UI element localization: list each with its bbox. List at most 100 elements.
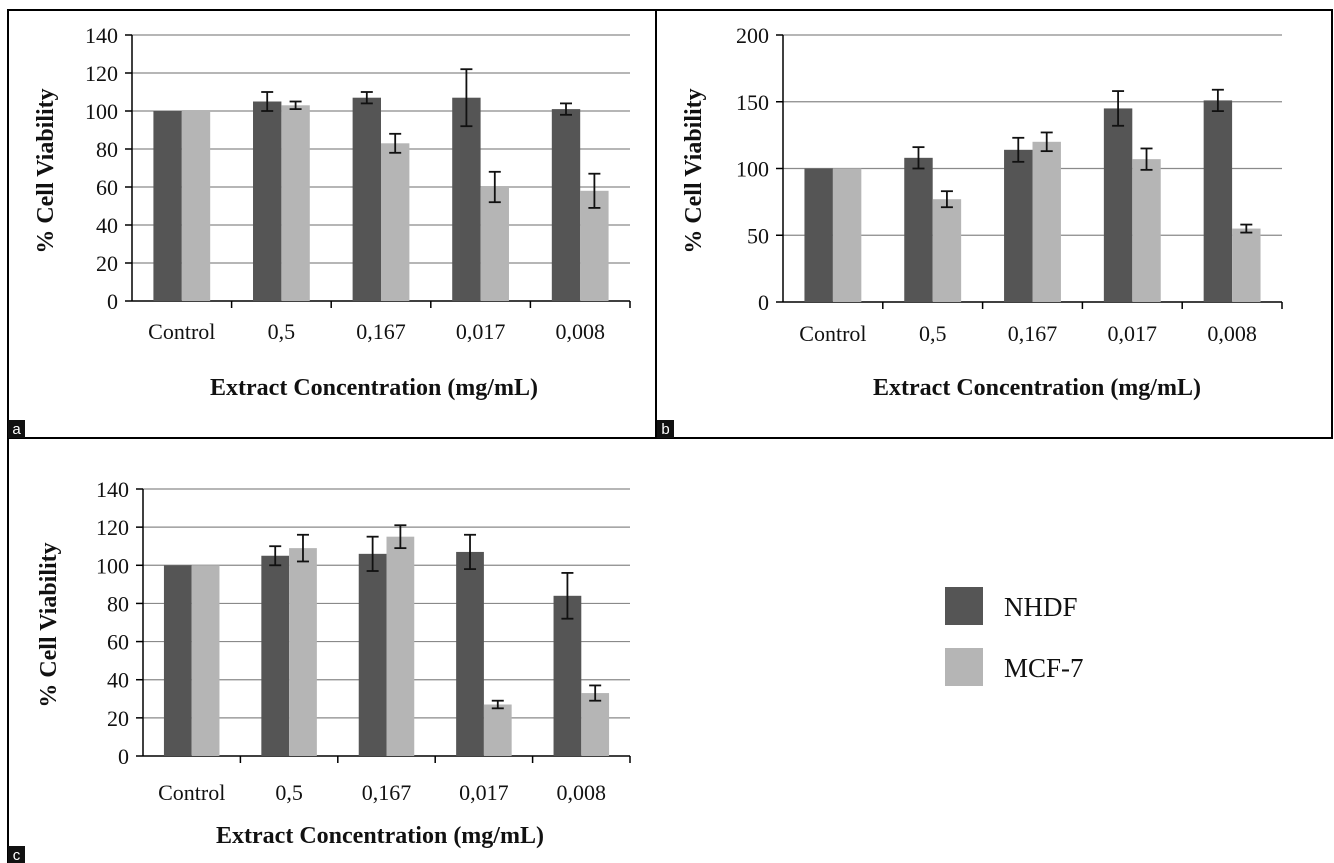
- chart-c-errorbar-mcf7: [491, 699, 504, 710]
- panel-frames: [7, 9, 1333, 863]
- chart-c: 0 20 40 60 80 100 120 140 Control 0,5 0,167 0,017 0,…: [96, 477, 631, 805]
- chart-b-xtick-label: 0,167: [1008, 321, 1058, 346]
- chart-a-xlabel: Extract Concentration (mg/mL): [210, 375, 538, 401]
- chart-c-xtick-label: Control: [158, 780, 225, 805]
- chart-a-errorbar-nhdf: [560, 102, 573, 116]
- legend: NHDF MCF-7: [945, 587, 1084, 686]
- legend-label-mcf7: MCF-7: [1004, 653, 1084, 683]
- chart-a-ytick-label: 20: [96, 251, 118, 276]
- chart-b-ytick-label: 50: [747, 223, 769, 248]
- chart-a-ytick-label: 100: [85, 99, 118, 124]
- chart-c-xtick-label: 0,5: [275, 780, 303, 805]
- chart-b-errorbar-nhdf: [1012, 136, 1025, 163]
- chart-c-errorbar-nhdf: [561, 572, 574, 620]
- chart-b-errorbar-mcf7: [940, 190, 953, 209]
- chart-c-xtick-label: 0,167: [362, 780, 412, 805]
- chart-c-bar-mcf7: [191, 565, 220, 756]
- chart-b-bar-mcf7: [1232, 228, 1261, 302]
- chart-c-bar-nhdf: [163, 565, 192, 756]
- chart-b-ytick-label: 200: [736, 23, 769, 48]
- chart-b-errorbar-nhdf: [1211, 88, 1224, 112]
- chart-b-bar-mcf7: [932, 199, 962, 302]
- chart-a-ytick-label: 120: [85, 61, 118, 86]
- chart-c-ylabel: % Cell Viability: [36, 542, 62, 707]
- chart-a-ylabel: % Cell Viability: [33, 88, 59, 253]
- chart-a-bar-nhdf: [153, 111, 182, 301]
- chart-a-errorbar-nhdf: [261, 91, 274, 112]
- chart-c-errorbar-mcf7: [589, 684, 602, 702]
- chart-a-bar-mcf7: [381, 143, 410, 301]
- panel-b-frame: [655, 9, 1333, 439]
- chart-b-errorbar-mcf7: [1240, 223, 1253, 234]
- chart-c-bar-mcf7: [289, 548, 317, 756]
- chart-a-xtick-label: 0,008: [555, 319, 605, 344]
- chart-b-ylabel: % Cell Viability: [681, 88, 707, 253]
- chart-c-bar-nhdf: [553, 595, 582, 756]
- chart-b-xtick-label: 0,5: [919, 321, 947, 346]
- chart-b-bar-mcf7: [832, 168, 862, 302]
- chart-c-xtick-label: 0,008: [557, 780, 607, 805]
- chart-a-bar-mcf7: [281, 105, 310, 301]
- chart-c-bar-nhdf: [358, 553, 387, 756]
- chart-a-xtick-label: 0,017: [456, 319, 506, 344]
- chart-b-bar-nhdf: [1203, 100, 1233, 302]
- panel-tag-c: c: [8, 846, 25, 863]
- chart-b: 0 50 100 150 200 Control 0,5 0,167 0,017 0,008: [736, 23, 1283, 346]
- panel-tag-a-text: a: [12, 421, 21, 438]
- chart-b-bar-mcf7: [1132, 159, 1161, 302]
- chart-b-errorbar-nhdf: [912, 146, 925, 170]
- chart-b-xtick-label: 0,017: [1108, 321, 1158, 346]
- chart-c-ytick-label: 0: [118, 744, 129, 769]
- chart-c-ytick-label: 120: [96, 515, 129, 540]
- chart-a-bar-nhdf: [551, 109, 581, 301]
- chart-b-ytick-label: 150: [736, 90, 769, 115]
- chart-b-bar-nhdf: [904, 157, 933, 302]
- chart-a-bar-nhdf: [352, 97, 381, 301]
- chart-c-bar-mcf7: [386, 536, 415, 756]
- panel-tag-b-text: b: [661, 421, 669, 438]
- chart-a-bar-mcf7: [580, 190, 609, 301]
- chart-c-errorbar-nhdf: [464, 533, 477, 570]
- chart-c-errorbar-nhdf: [366, 535, 379, 572]
- chart-c-errorbar-nhdf: [269, 545, 282, 567]
- legend-swatch-mcf7: [945, 648, 983, 686]
- chart-a-ytick-label: 40: [96, 213, 118, 238]
- chart-b-errorbar-nhdf: [1112, 90, 1125, 127]
- chart-a: 0 20 40 60 80 100 120 140 Control 0,5 0,167 0,017 0,…: [85, 23, 631, 344]
- chart-c-bar-mcf7: [483, 704, 512, 756]
- chart-c-errorbar-mcf7: [394, 524, 407, 550]
- chart-a-xtick-label: 0,167: [356, 319, 406, 344]
- chart-a-xtick-label: Control: [148, 319, 215, 344]
- chart-c-ytick-label: 140: [96, 477, 129, 502]
- chart-c-ytick-label: 100: [96, 553, 129, 578]
- panel-tag-a: a: [8, 420, 25, 438]
- chart-b-errorbar-mcf7: [1040, 131, 1053, 153]
- chart-a-bar-nhdf: [452, 97, 481, 301]
- chart-b-bar-mcf7: [1032, 141, 1061, 302]
- chart-a-errorbar-mcf7: [389, 132, 402, 154]
- chart-a-ytick-label: 80: [96, 137, 118, 162]
- chart-c-ytick-label: 20: [107, 706, 129, 731]
- chart-a-bar-nhdf: [253, 101, 282, 301]
- chart-b-xtick-label: Control: [799, 321, 866, 346]
- legend-swatch-nhdf: [945, 587, 983, 625]
- chart-a-ytick-label: 140: [85, 23, 118, 48]
- chart-b-errorbar-mcf7: [1140, 147, 1153, 171]
- chart-b-bar-nhdf: [1004, 149, 1033, 302]
- chart-a-xtick-label: 0,5: [268, 319, 296, 344]
- chart-c-ytick-label: 60: [107, 630, 129, 655]
- chart-a-errorbar-mcf7: [289, 100, 302, 110]
- chart-c-bar-mcf7: [581, 693, 610, 756]
- chart-a-errorbar-mcf7: [588, 172, 601, 209]
- chart-a-bar-mcf7: [480, 187, 509, 301]
- chart-c-errorbar-mcf7: [296, 533, 309, 563]
- chart-a-ytick-label: 0: [107, 289, 118, 314]
- chart-c-ytick-label: 80: [107, 591, 129, 616]
- chart-a-errorbar-nhdf: [360, 91, 373, 105]
- panel-tag-b: b: [657, 420, 674, 438]
- chart-b-bar-nhdf: [1103, 108, 1133, 302]
- chart-c-ytick-label: 40: [107, 668, 129, 693]
- chart-c-xtick-label: 0,017: [459, 780, 509, 805]
- chart-a-errorbar-mcf7: [488, 170, 501, 204]
